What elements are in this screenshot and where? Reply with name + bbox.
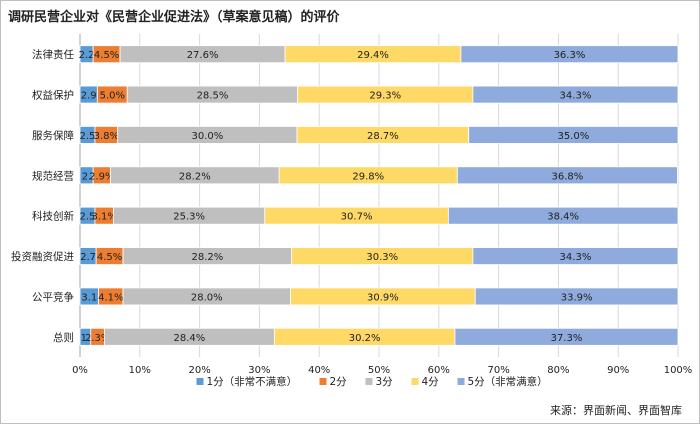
legend-swatch <box>365 378 373 385</box>
category-label: 公平竞争 <box>32 290 74 303</box>
data-label: 33.9% <box>561 292 593 303</box>
bar-segment <box>472 85 679 104</box>
legend-label: 1分（非常不满意） <box>207 375 298 388</box>
x-tick-label: 80% <box>547 365 569 376</box>
data-label: 34.3% <box>560 91 592 102</box>
category-label: 法律责任 <box>32 48 74 61</box>
x-tick-label: 100% <box>664 365 693 376</box>
data-label: 2.9 <box>81 91 97 102</box>
data-label: 28.2% <box>179 171 211 182</box>
category-label: 总则 <box>53 331 74 344</box>
bar-segment <box>447 206 679 225</box>
data-label: 29.8% <box>352 171 384 182</box>
category-label: 投资融资促进 <box>11 250 74 263</box>
data-label: 28.7% <box>367 131 399 142</box>
source-note: 来源：界面新闻、界面智库 <box>550 404 682 417</box>
x-tick-label: 50% <box>368 365 390 376</box>
data-label: 3.1 <box>81 292 97 303</box>
data-label: 38.4% <box>547 212 579 223</box>
bar-segment <box>460 45 679 64</box>
data-label: 2.5 <box>80 212 96 223</box>
data-label: 1. <box>81 333 91 344</box>
bar-segment <box>474 287 679 306</box>
legend-swatch <box>319 378 327 385</box>
data-label: 30.9% <box>367 292 399 303</box>
data-label: 4.1% <box>98 292 123 303</box>
x-tick-label: 40% <box>308 365 330 376</box>
legend-label: 4分 <box>422 376 440 388</box>
data-label: 34.3% <box>560 252 592 263</box>
data-label: 30.0% <box>191 131 223 142</box>
chart-title: 调研民营企业对《民营企业促进法》（草案意见稿）的评价 <box>8 10 340 25</box>
data-label: 30.7% <box>341 212 373 223</box>
category-label: 权益保护 <box>32 89 74 102</box>
legend-label: 3分 <box>376 376 394 388</box>
data-label: 3.8% <box>94 131 119 142</box>
category-label: 科技创新 <box>32 210 74 223</box>
legend-label: 2分 <box>330 376 348 388</box>
data-label: 2.7 <box>80 252 96 263</box>
data-label: 36.3% <box>554 50 586 61</box>
data-label: 2.5 <box>80 131 96 142</box>
bar-segment <box>468 126 679 144</box>
data-label: 30.2% <box>349 333 381 344</box>
data-label: 35.0% <box>557 131 589 142</box>
data-label: 28.5% <box>197 91 229 102</box>
category-label: 规范经营 <box>32 169 74 182</box>
data-label: 2. <box>82 171 92 182</box>
data-label: 5.0% <box>100 91 125 102</box>
data-label: 27.6% <box>187 50 219 61</box>
data-label: 4.5% <box>94 50 119 61</box>
data-label: 30.3% <box>366 252 398 263</box>
x-tick-label: 70% <box>487 365 509 376</box>
data-label: 2.9% <box>89 171 114 182</box>
x-tick-label: 30% <box>248 365 270 376</box>
x-tick-label: 0% <box>72 365 88 376</box>
data-label: 37.3% <box>551 333 583 344</box>
data-label: 29.4% <box>357 50 389 61</box>
data-label: 25.3% <box>173 212 205 223</box>
category-label: 服务保障 <box>32 129 74 142</box>
legend-swatch <box>411 378 419 385</box>
x-tick-label: 20% <box>188 365 210 376</box>
x-tick-label: 90% <box>607 365 629 376</box>
data-label: 3.1% <box>92 212 117 223</box>
data-label: 4.5% <box>97 252 122 263</box>
x-tick-label: 10% <box>129 365 151 376</box>
data-label: 28.2% <box>191 252 223 263</box>
data-label: 2.2 <box>79 50 95 61</box>
data-label: 36.8% <box>551 171 583 182</box>
bar-segment <box>472 247 679 265</box>
data-label: 28.4% <box>174 333 206 344</box>
legend-swatch <box>196 378 204 385</box>
data-label: 2.3% <box>85 333 110 344</box>
bar-segment <box>456 166 678 185</box>
x-tick-label: 60% <box>428 365 450 376</box>
bar-segment <box>454 327 679 346</box>
legend-swatch <box>457 378 465 385</box>
data-label: 28.0% <box>191 292 223 303</box>
legend-label: 5分（非常满意） <box>468 375 548 388</box>
data-label: 29.3% <box>369 91 401 102</box>
